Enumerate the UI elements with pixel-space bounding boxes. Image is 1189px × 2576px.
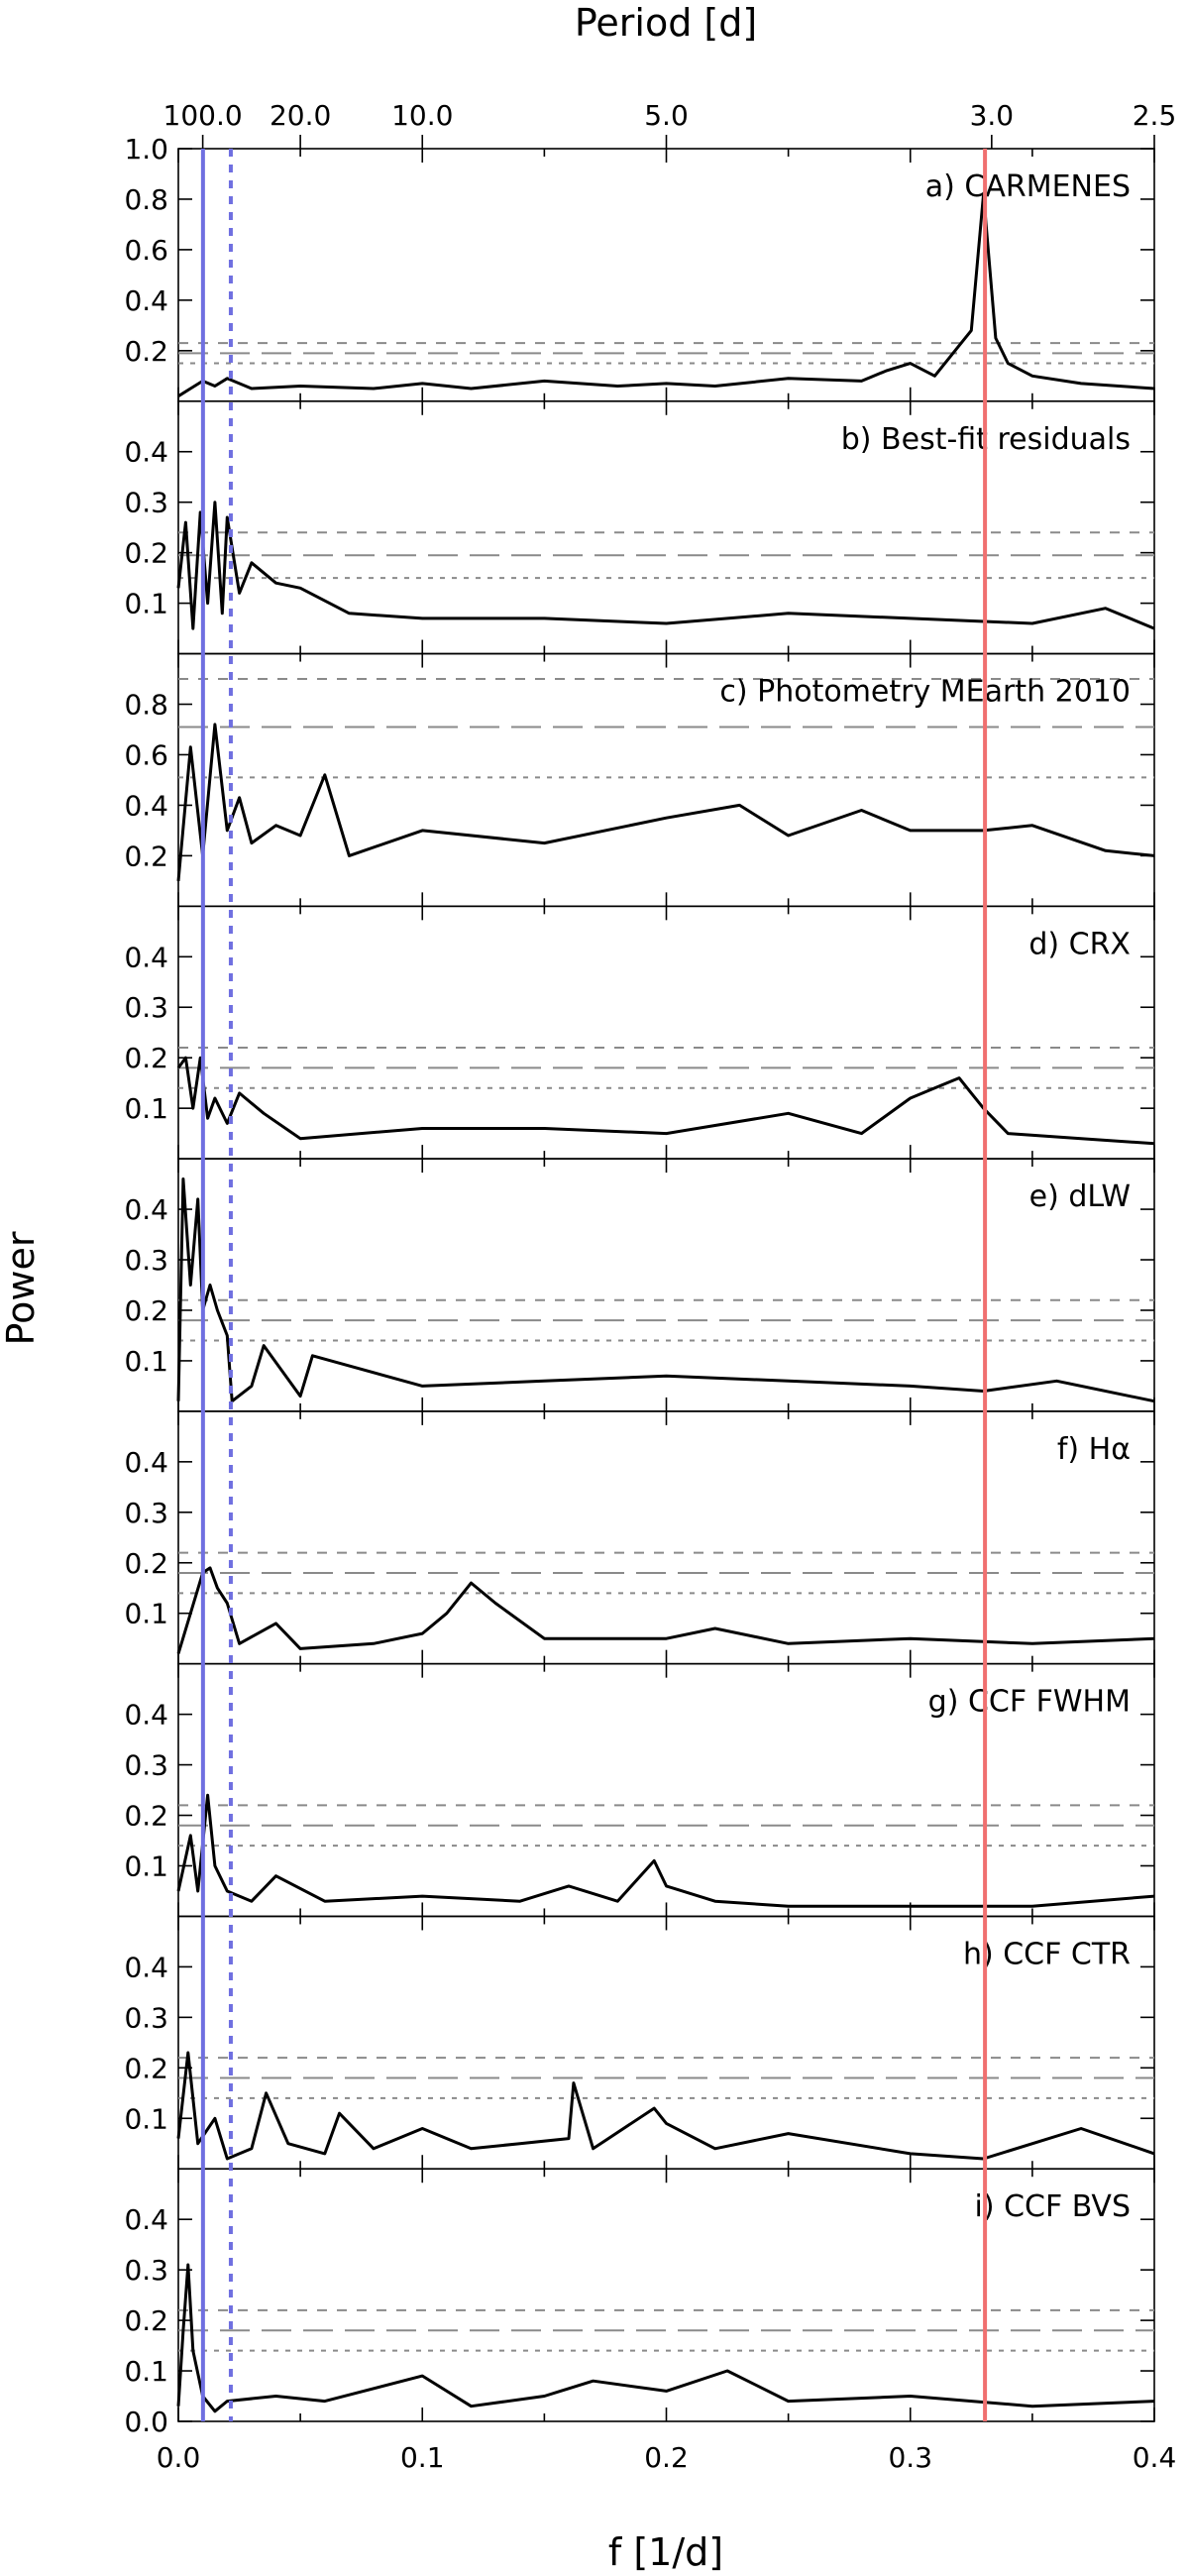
y-tick-label: 0.4 — [124, 284, 168, 317]
y-tick-label: 0.3 — [124, 1497, 168, 1529]
panel-label: i) CCF BVS — [975, 2189, 1132, 2224]
y-tick-label: 0.2 — [124, 1042, 168, 1074]
y-tick-label: 0.4 — [124, 1193, 168, 1226]
y-tick-label: 0.2 — [124, 1547, 168, 1580]
y-tick-label: 0.4 — [124, 1446, 168, 1479]
panel-4: 0.1 0.2 0.3 0.4 e) dLW — [124, 1158, 1155, 1412]
panel-label: e) dLW — [1029, 1179, 1131, 1214]
panel-label: h) CCF CTR — [963, 1937, 1131, 1971]
vertical-markers-layer — [200, 149, 988, 2421]
y-tick-label: 1.0 — [124, 133, 168, 166]
power-series-line — [176, 1177, 1155, 1403]
y-tick-label: 0.0 — [124, 2406, 168, 2438]
panel-1: 0.10.20.30.4 b) Best-fit residuals — [124, 399, 1155, 655]
y-tick-label: 0.1 — [124, 1849, 168, 1882]
panel-frame — [177, 1410, 1155, 1665]
power-series-line — [176, 1793, 1155, 1908]
y-tick-label: 0.1 — [124, 588, 168, 620]
panel-8: 0.0 0.1 0.2 0.3 0.4 i) CCF BVS — [124, 2168, 1155, 2438]
y-tick-label: 0.3 — [124, 487, 168, 519]
y-tick-label: 0.2 — [124, 1800, 168, 1833]
y-tick-label: 0.6 — [124, 234, 168, 267]
y-tick-label: 0.4 — [124, 1951, 168, 1983]
panel-2: 0.2 0.4 0.6 0.8 c) Photometry MEarth 2010 — [124, 652, 1155, 908]
power-series-line — [177, 192, 1155, 397]
top-axis-tick-label: 100.0 — [163, 99, 243, 132]
panel-6: 0.1 0.2 0.3 0.4 g) CCF FWHM — [124, 1662, 1155, 1918]
y-tick-label: 0.1 — [124, 2102, 168, 2135]
y-tick-label: 0.2 — [124, 840, 168, 872]
y-tick-label: 0.1 — [124, 2355, 168, 2388]
y-tick-label: 0.2 — [124, 335, 168, 368]
panel-label: g) CCF FWHM — [928, 1685, 1131, 1720]
power-series-line — [176, 1056, 1155, 1146]
y-tick-label: 0.1 — [124, 1345, 168, 1378]
y-tick-label: 0.1 — [124, 1092, 168, 1125]
top-axis-tick-label: 20.0 — [270, 99, 331, 132]
y-tick-label: 0.4 — [124, 436, 168, 469]
top-axis-tick-label: 5.0 — [644, 99, 689, 132]
y-tick-label: 0.8 — [124, 183, 168, 216]
x-tick-label: 0.3 — [888, 2441, 932, 2474]
top-axis-tick-label: 10.0 — [391, 99, 453, 132]
y-tick-label: 0.3 — [124, 1749, 168, 1782]
panel-label: f) Hα — [1057, 1432, 1131, 1467]
y-tick-label: 0.2 — [124, 1294, 168, 1327]
panel-label: c) Photometry MEarth 2010 — [719, 675, 1131, 710]
power-series-line — [176, 501, 1155, 630]
y-tick-label: 0.4 — [124, 1699, 168, 1732]
power-series-line — [176, 2263, 1155, 2413]
bottom-axis-title: f [1/d] — [608, 2530, 723, 2574]
y-tick-label: 0.4 — [124, 2203, 168, 2236]
x-tick-label: 0.4 — [1133, 2441, 1177, 2474]
top-period-axis: 100.0 20.0 10.0 5.0 3.0 2.5 — [163, 99, 1177, 149]
y-tick-label: 0.2 — [124, 2052, 168, 2084]
panel-7: 0.1 0.2 0.3 0.4 h) CCF CTR — [124, 1915, 1155, 2171]
top-axis-tick-label: 3.0 — [970, 99, 1015, 132]
panel-label: d) CRX — [1028, 927, 1131, 961]
x-tick-label: 0.0 — [157, 2441, 201, 2474]
panel-5: 0.1 0.2 0.3 0.4 f) Hα — [124, 1410, 1155, 1665]
y-tick-label: 0.4 — [124, 789, 168, 822]
y-tick-label: 0.6 — [124, 738, 168, 771]
y-tick-label: 0.8 — [124, 689, 168, 722]
top-axis-title: Period [d] — [575, 1, 757, 45]
y-tick-label: 0.3 — [124, 991, 168, 1024]
y-tick-label: 0.2 — [124, 2304, 168, 2337]
panel-3: 0.1 0.2 0.3 0.4 d) CRX — [124, 905, 1155, 1160]
bottom-frequency-axis: 0.0 0.1 0.2 0.3 0.4 — [157, 2441, 1177, 2474]
y-tick-label: 0.4 — [124, 941, 168, 973]
top-axis-tick-label: 2.5 — [1133, 99, 1177, 132]
x-tick-label: 0.2 — [644, 2441, 689, 2474]
panel-frame — [177, 905, 1155, 1160]
panel-0: 0.2 0.4 0.6 0.8 1.0 a) CARMENES — [124, 133, 1155, 402]
x-tick-label: 0.1 — [400, 2441, 445, 2474]
y-tick-label: 0.3 — [124, 2254, 168, 2287]
panel-label: a) CARMENES — [925, 169, 1131, 204]
y-tick-label: 0.1 — [124, 1598, 168, 1630]
power-series-line — [176, 723, 1155, 882]
y-tick-label: 0.3 — [124, 2001, 168, 2034]
y-tick-label: 0.2 — [124, 537, 168, 570]
panel-frame — [177, 1158, 1155, 1412]
power-series-line — [176, 1566, 1155, 1654]
power-series-line — [176, 2051, 1155, 2161]
y-tick-label: 0.3 — [124, 1244, 168, 1277]
y-axis-title: Power — [0, 1231, 43, 1345]
